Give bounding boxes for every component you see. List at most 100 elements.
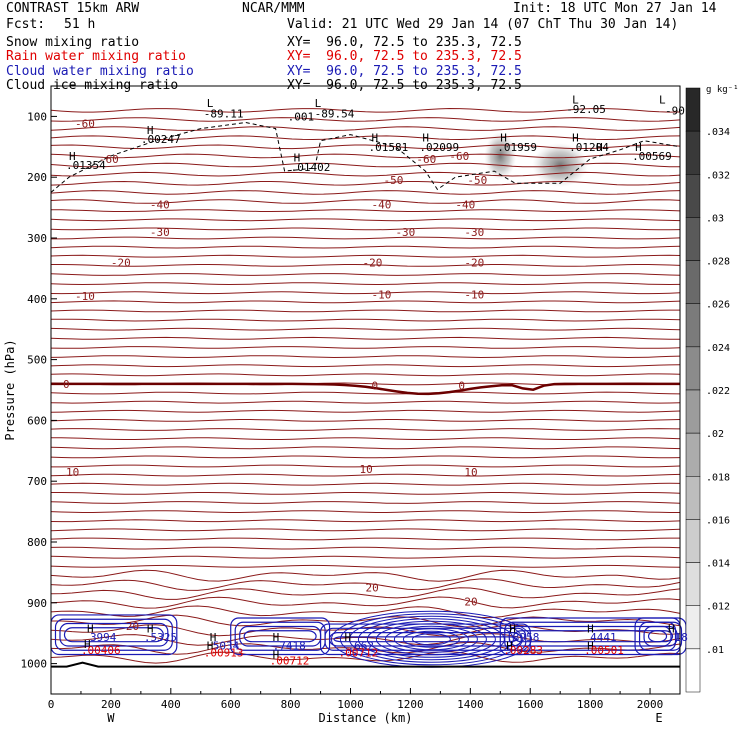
temperature-contour-31 (50, 391, 681, 395)
contour-annotation-2: L (315, 97, 322, 110)
cloud-water-core-1 (339, 613, 523, 666)
contour-annotation-65: H (273, 648, 280, 661)
cloud-water-contour-4-3 (647, 630, 668, 643)
contour-annotation-72: H (506, 639, 513, 652)
contour-annotation-21: H (500, 132, 507, 145)
temperature-contour-6 (50, 162, 681, 168)
contour-annotation-47: 10 (66, 466, 79, 479)
colorbar-cell-6 (685, 346, 701, 391)
x-tick-label: 800 (281, 698, 301, 711)
y-tick-label: 1000 (21, 658, 48, 671)
x-tick-label: 600 (221, 698, 241, 711)
temperature-contour-35 (50, 428, 681, 431)
colorbar-cell-12 (685, 605, 701, 650)
contour-annotation-61: H (207, 639, 214, 652)
colorbar-cell-10 (685, 519, 701, 563)
temperature-contour-55 (50, 605, 681, 619)
contour-annotation-48: 10 (360, 463, 373, 476)
y-tick-label: 500 (27, 354, 47, 367)
contour-annotation-32: -40 (150, 199, 170, 212)
zero-isotherm (51, 382, 680, 396)
cloud-water-contour-2-3 (333, 636, 518, 643)
contour-annotation-31: -50 (467, 174, 487, 187)
temperature-contour-51 (50, 569, 681, 582)
temperature-contour-0 (50, 107, 681, 113)
contour-annotation-67: H (345, 631, 352, 644)
contour-annotation-6: -92.05 (566, 103, 606, 116)
contour-annotation-39: -20 (363, 256, 383, 269)
cloud-water-contour-1-0 (230, 617, 331, 656)
contour-annotation-68: .662 (348, 639, 375, 652)
contour-annotation-64: .7418 (273, 639, 306, 652)
contour-annotation-51: 20 (464, 596, 477, 609)
contour-annotation-13: .01354 (66, 159, 106, 172)
contour-annotation-4: .001 (288, 110, 315, 123)
cloud-water-core-4 (366, 620, 496, 658)
contour-annotation-44: 0 (63, 378, 70, 391)
contour-annotation-34: -40 (455, 199, 475, 212)
colorbar-cell-11 (685, 562, 701, 606)
field-name-snow: Snow mixing ratio (6, 35, 140, 50)
contour-annotation-25: H (635, 141, 642, 154)
field-name-cloud-water: Cloud water mixing ratio (6, 64, 194, 79)
colorbar-cell-8 (685, 432, 701, 477)
x-tick-label: 1200 (397, 698, 424, 711)
x-tick-label: 2000 (637, 698, 664, 711)
temperature-contour-16 (50, 254, 681, 258)
cloud-water-contour-3-1 (504, 621, 683, 651)
cloud-water-contour-0-1 (54, 618, 173, 651)
temperature-contour-4 (50, 144, 681, 150)
fcst-value: 51 h (64, 17, 96, 32)
snow-contour (50, 121, 681, 193)
contour-annotation-3: -89.54 (315, 107, 355, 120)
colorbar-label: .028 (706, 257, 730, 268)
cloud-water-contour-0-3 (63, 627, 164, 643)
y-tick-label: 400 (27, 293, 47, 306)
cloud-water-core-2 (348, 615, 514, 663)
temperature-contour-58 (50, 633, 681, 646)
colorbar-unit: g kg⁻¹ (706, 85, 739, 95)
y-axis-label: Pressure (hPa) (3, 339, 17, 440)
contour-annotation-10: H (147, 124, 154, 137)
temperature-contour-23 (50, 318, 681, 322)
init-time: Init: 18 UTC Mon 27 Jan 14 (513, 1, 717, 16)
contour-annotation-45: 0 (371, 380, 378, 393)
temperature-contour-2 (50, 126, 681, 131)
colorbar-label: .012 (706, 602, 730, 613)
temperature-contour-26 (50, 346, 681, 349)
cloud-water-contour-2-2 (328, 631, 522, 647)
contour-annotation-76: H (587, 639, 594, 652)
x-tick-label: 0 (48, 698, 55, 711)
colorbar-label: .02 (706, 429, 724, 440)
temperature-contour-22 (50, 309, 680, 313)
temperature-contour-12 (50, 218, 681, 222)
temperature-contour-47 (50, 537, 680, 541)
field-xy-rain: XY= 96.0, 72.5 to 235.3, 72.5 (287, 49, 522, 64)
colorbar-label: .022 (706, 386, 730, 397)
temperature-contour-18 (50, 273, 681, 276)
temperature-contour-40 (50, 473, 681, 477)
x-tick-label: 1400 (457, 698, 484, 711)
x-tick-label: 1000 (337, 698, 364, 711)
cloud-water-core-5 (375, 623, 487, 656)
contour-annotation-50: 20 (366, 582, 379, 595)
contour-annotation-53: H (87, 622, 94, 635)
temperature-contour-59 (50, 641, 681, 655)
contour-annotation-58: .00406 (81, 644, 121, 657)
contour-annotation-52: 20 (126, 620, 139, 633)
colorbar-cell-0 (685, 87, 701, 132)
contour-annotation-29: -60 (449, 150, 469, 163)
y-tick-label: 700 (27, 475, 47, 488)
temperature-contour-45 (50, 519, 681, 523)
temperature-contour-24 (50, 327, 681, 331)
contour-annotation-60: 5034 (213, 639, 240, 652)
contour-annotation-55: H (147, 622, 154, 635)
cloud-ice-shade-1 (532, 143, 589, 188)
contour-annotation-36: -30 (395, 226, 415, 239)
contour-annotation-74: H (587, 622, 594, 635)
temperature-contour-11 (50, 209, 681, 212)
contour-annotation-38: -20 (111, 256, 131, 269)
contour-annotation-66: .00712 (270, 655, 310, 668)
temperature-contour-43 (50, 501, 681, 504)
